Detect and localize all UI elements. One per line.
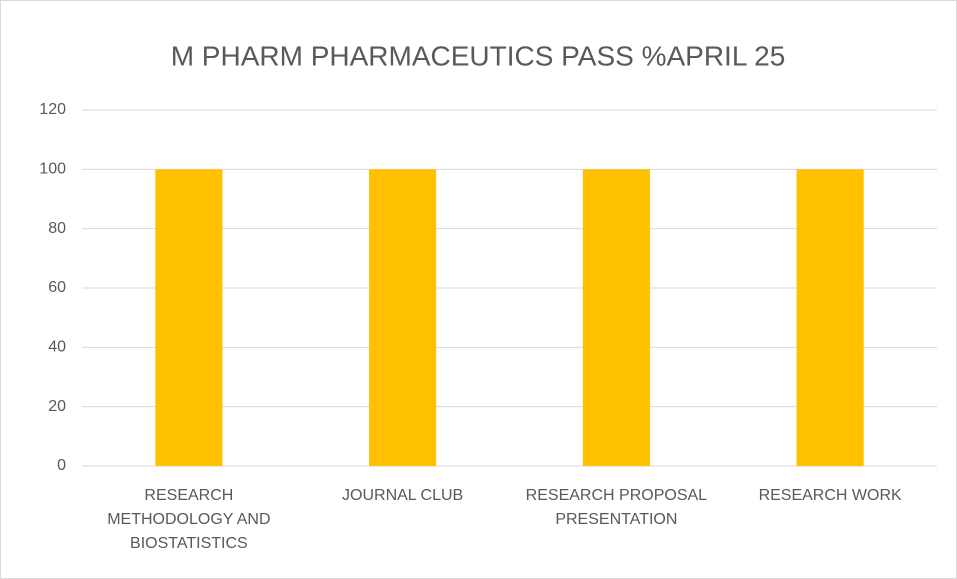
x-tick-label: RESEARCH PROPOSAL PRESENTATION	[526, 487, 707, 528]
y-tick-label: 120	[39, 101, 66, 118]
y-tick-label: 40	[48, 339, 66, 356]
y-tick-label: 100	[39, 161, 66, 178]
bar	[582, 169, 650, 467]
x-tick-label: RESEARCH METHODOLOGY AND BIOSTATISTICS	[107, 487, 270, 552]
y-tick-label: 20	[48, 398, 66, 415]
y-tick-label: 0	[57, 457, 66, 474]
y-tick-label: 80	[48, 220, 66, 237]
bar	[369, 169, 437, 467]
bar	[796, 169, 864, 467]
x-tick-label: JOURNAL CLUB	[342, 487, 463, 504]
x-tick-label: RESEARCH WORK	[759, 487, 902, 504]
bar	[155, 169, 223, 467]
chart-title: M PHARM PHARMACEUTICS PASS %APRIL 25	[171, 40, 786, 71]
y-tick-label: 60	[48, 279, 66, 296]
